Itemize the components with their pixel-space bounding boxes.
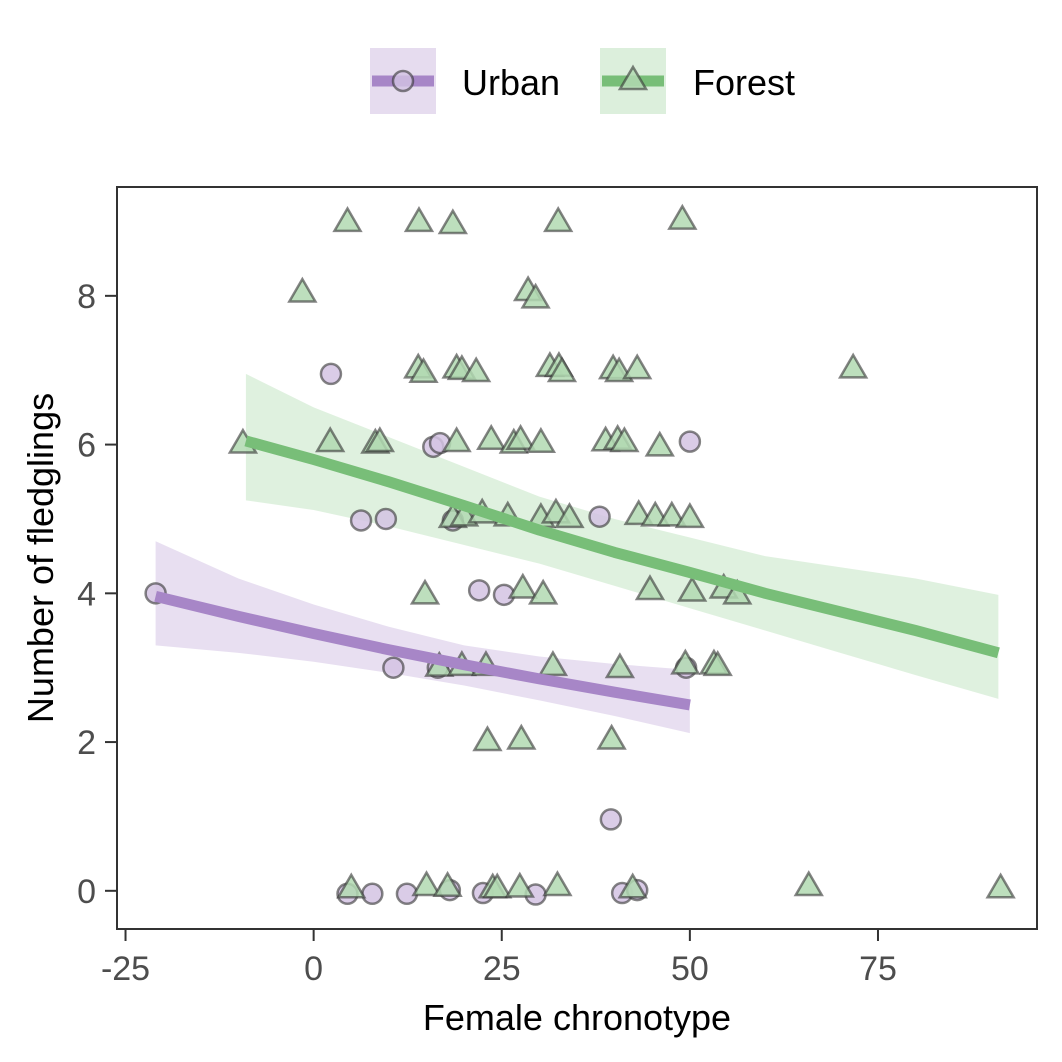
forest-point (364, 426, 396, 453)
x-tick-label: 75 (859, 950, 897, 988)
legend-label-forest: Forest (693, 62, 795, 103)
forest-point (670, 648, 701, 675)
urban-point (382, 656, 405, 679)
forest-point (546, 356, 578, 383)
urban-point (319, 362, 343, 386)
forest-point (409, 578, 441, 605)
forest-point (543, 205, 574, 233)
y-axis-title: Number of fledglings (20, 393, 61, 723)
forest-point (644, 430, 675, 457)
forest-point (527, 578, 559, 605)
fit-line-urban (154, 590, 691, 711)
y-tick-label: 2 (77, 724, 96, 762)
urban-point (349, 509, 373, 532)
legend-item-forest: Forest (600, 48, 795, 114)
forest-point (837, 352, 869, 379)
forest-point (622, 353, 653, 380)
legend-marker-forest (617, 64, 649, 91)
forest-point (287, 276, 318, 303)
x-tick-label: -25 (101, 950, 150, 988)
urban-point (361, 882, 384, 906)
y-tick-label: 4 (77, 575, 96, 613)
forest-point (505, 423, 536, 450)
x-tick-label: 50 (671, 950, 709, 988)
forest-point (403, 205, 435, 233)
urban-point (678, 430, 702, 453)
forest-point (476, 423, 507, 450)
forest-point (525, 426, 557, 453)
forest-point (507, 572, 538, 599)
y-axis: 0 2 4 6 8 (77, 278, 117, 911)
forest-point (676, 575, 708, 602)
x-axis-title: Female chronotype (423, 997, 731, 1038)
forest-point (537, 649, 569, 677)
y-tick-label: 0 (77, 873, 96, 911)
x-tick-label: 25 (483, 950, 521, 988)
forest-point (985, 872, 1016, 899)
forest-point (336, 872, 367, 899)
forest-point (520, 282, 551, 309)
forest-point (504, 871, 535, 898)
forest-point (674, 501, 706, 529)
urban-point (599, 808, 623, 831)
forest-point (472, 725, 503, 752)
legend: Urban Forest (370, 48, 795, 114)
forest-point (604, 652, 636, 679)
forest-point (554, 501, 585, 529)
urban-point (374, 507, 398, 531)
legend-marker-urban (391, 69, 415, 93)
y-tick-label: 8 (77, 278, 96, 316)
forest-point (617, 872, 648, 899)
forest-point (408, 356, 439, 384)
x-axis: -25 0 25 50 75 (101, 929, 897, 988)
urban-point (467, 579, 491, 602)
forest-point (542, 870, 573, 897)
forest-point (656, 500, 687, 527)
forest-point (482, 872, 513, 899)
forest-point (596, 723, 627, 750)
forest-point (441, 426, 472, 453)
confidence-bands (155, 373, 999, 734)
forest-point (793, 870, 824, 897)
urban-point (588, 505, 611, 528)
panel-border (116, 186, 1038, 930)
forest-point (634, 574, 666, 601)
y-tick-label: 6 (77, 427, 96, 465)
forest-point (506, 723, 537, 750)
forest-point (432, 870, 463, 897)
legend-label-urban: Urban (462, 62, 560, 103)
forest-point (437, 208, 469, 235)
forest-point (667, 203, 698, 230)
forest-point (411, 870, 442, 897)
data-points (144, 203, 1016, 906)
fit-lines (154, 435, 1000, 711)
x-tick-label: 0 (304, 950, 323, 988)
forest-point (460, 356, 492, 383)
forest-point (702, 649, 733, 677)
forest-point (315, 426, 346, 453)
forest-point (609, 426, 640, 453)
forest-point (332, 205, 363, 233)
fit-line-forest (244, 435, 1000, 659)
legend-item-urban: Urban (370, 48, 560, 114)
